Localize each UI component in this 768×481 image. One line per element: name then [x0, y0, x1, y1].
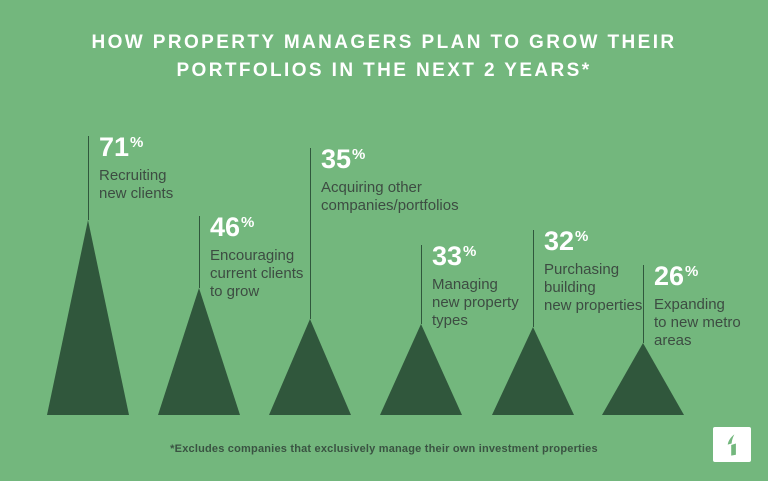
callout: 26% Expanding to new metro areas — [654, 263, 741, 350]
category-label: Managing new property types — [432, 276, 519, 329]
triangle-shape — [492, 327, 574, 415]
percent-symbol: % — [463, 243, 477, 260]
percent-value: 35% — [321, 146, 459, 177]
chart-title: HOW PROPERTY MANAGERS PLAN TO GROW THEIR… — [0, 29, 768, 85]
callout-line — [310, 148, 311, 319]
percent-number: 71 — [99, 132, 130, 162]
callout: 32% Purchasing building new properties — [544, 228, 642, 315]
triangle-shape — [602, 343, 684, 415]
percent-symbol: % — [352, 146, 366, 163]
callout-line — [199, 216, 200, 288]
percent-number: 33 — [432, 241, 463, 271]
percent-symbol: % — [241, 214, 255, 231]
percent-symbol: % — [130, 134, 144, 151]
triangle-shape — [158, 288, 240, 415]
percent-symbol: % — [685, 263, 699, 280]
callout: 71% Recruiting new clients — [99, 134, 173, 203]
chart-title-line2: PORTFOLIOS IN THE NEXT 2 YEARS* — [176, 60, 592, 81]
percent-number: 26 — [654, 261, 685, 291]
chart-title-line1: HOW PROPERTY MANAGERS PLAN TO GROW THEIR — [91, 32, 677, 53]
category-label: Encouraging current clients to grow — [210, 247, 304, 300]
percent-value: 32% — [544, 228, 642, 259]
category-label: Purchasing building new properties — [544, 261, 643, 314]
percent-number: 35 — [321, 144, 352, 174]
triangle-shape — [269, 319, 351, 415]
category-label: Recruiting new clients — [99, 167, 174, 202]
percent-number: 46 — [210, 212, 241, 242]
callout: 46% Encouraging current clients to grow — [210, 214, 303, 301]
percent-value: 26% — [654, 263, 741, 294]
callout-line — [88, 136, 89, 220]
triangle-shape — [47, 220, 129, 415]
percent-number: 32 — [544, 226, 575, 256]
triangle-shape — [380, 324, 462, 415]
category-label: Acquiring other companies/portfolios — [321, 179, 459, 214]
callout-line — [421, 245, 422, 324]
footnote: *Excludes companies that exclusively man… — [170, 443, 598, 455]
percent-symbol: % — [575, 228, 589, 245]
callout-line — [643, 265, 644, 343]
percent-value: 46% — [210, 214, 303, 245]
category-label: Expanding to new metro areas — [654, 296, 741, 349]
callout: 35% Acquiring other companies/portfolios — [321, 146, 459, 215]
percent-value: 33% — [432, 243, 519, 274]
buildium-logo-icon — [713, 427, 751, 462]
percent-value: 71% — [99, 134, 173, 165]
callout-line — [533, 230, 534, 327]
callout: 33% Managing new property types — [432, 243, 519, 330]
